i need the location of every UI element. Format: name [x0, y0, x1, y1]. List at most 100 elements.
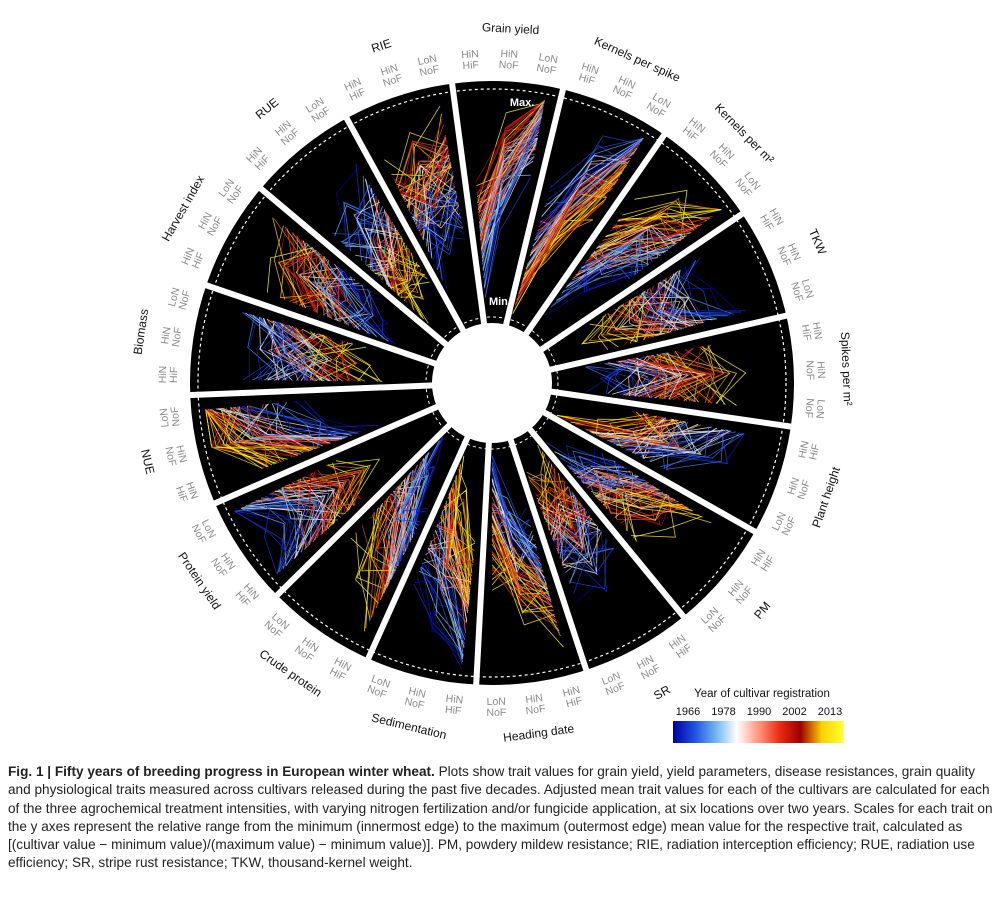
cultivar-line [635, 421, 686, 455]
cultivar-line [591, 430, 731, 451]
treatment-label: HiNHiF [757, 206, 786, 233]
treatment-label-line: LoN [417, 53, 438, 69]
cultivar-line [659, 273, 691, 327]
cultivar-line [543, 495, 593, 567]
axis-max-label: Max. [510, 97, 534, 109]
cultivar-line [614, 308, 650, 339]
cultivar-line [282, 255, 342, 323]
cultivar-line [415, 156, 450, 225]
cultivar-line [618, 360, 706, 396]
cultivar-line [366, 231, 399, 266]
cultivar-line [666, 421, 685, 471]
cultivar-line [234, 510, 286, 568]
treatment-label: HiNNoF [634, 653, 662, 683]
cultivar-lines [205, 99, 747, 670]
cultivar-line [428, 191, 460, 290]
cultivar-line [340, 269, 377, 337]
sector-separator [507, 437, 590, 673]
treatment-label: LoNNoF [216, 177, 246, 207]
cultivar-line [530, 166, 626, 253]
cultivar-line [598, 201, 721, 246]
cultivar-line [624, 488, 659, 541]
cultivar-line [383, 495, 399, 593]
cultivar-line [583, 448, 596, 484]
cultivar-line [531, 160, 630, 252]
sector-pm [545, 441, 712, 542]
cultivar-line [491, 480, 545, 578]
trait-label: SR [651, 682, 673, 702]
cultivar-line [295, 326, 336, 381]
cultivar-line [293, 253, 322, 312]
cultivar-line [641, 292, 679, 331]
cultivar-line [623, 288, 651, 346]
treatment-label: LoNNoF [699, 605, 729, 635]
treatment-label: LoNNoF [770, 510, 799, 538]
sector-separator [343, 115, 467, 334]
cultivar-line [642, 291, 718, 320]
cultivar-line [601, 316, 619, 348]
cultivar-line [279, 253, 322, 305]
cultivar-line [434, 209, 465, 269]
cultivar-line [573, 515, 591, 594]
treatment-label: HiNHiF [577, 61, 601, 88]
cultivar-line [574, 466, 624, 475]
cultivar-line [382, 471, 412, 580]
sector-separator [188, 382, 435, 399]
cultivar-line [205, 409, 279, 469]
cultivar-line [491, 514, 549, 595]
cultivar-line [384, 113, 442, 192]
cultivar-line [656, 354, 726, 405]
sector-separator [548, 388, 794, 430]
cultivar-line [323, 255, 370, 334]
cultivar-line [220, 407, 346, 438]
treatment-label: HiNHiF [561, 684, 584, 711]
cultivar-line [544, 501, 598, 576]
cultivar-line [540, 454, 545, 519]
cultivar-line [423, 558, 472, 583]
sector-separator [364, 434, 471, 662]
cultivar-line [409, 211, 461, 251]
cultivar-line [361, 496, 396, 572]
cultivar-line [430, 541, 464, 660]
cultivar-line [604, 489, 661, 507]
cultivar-line [610, 506, 687, 517]
cultivar-line [596, 433, 744, 453]
cultivar-line [391, 137, 447, 177]
cultivar-line [260, 317, 286, 381]
treatment-label: HiNHiF [179, 246, 207, 271]
trait-label: Heading date [502, 721, 575, 744]
cultivar-line [666, 352, 682, 400]
cultivar-line [416, 576, 464, 654]
cultivar-line [344, 222, 395, 246]
cultivar-line [294, 401, 367, 431]
cultivar-line [491, 529, 543, 572]
treatment-label-line: LoN [813, 399, 826, 419]
cultivar-line [583, 262, 642, 293]
treatment-label: LoNNoF [303, 95, 332, 125]
cultivar-line [327, 458, 381, 512]
cultivar-line [702, 346, 715, 403]
cultivar-line [519, 203, 604, 289]
cultivar-line [335, 167, 359, 249]
cultivar-line [427, 547, 469, 611]
treatment-label: HiNHiF [244, 145, 273, 174]
cultivar-line [316, 266, 339, 313]
cultivar-line [243, 405, 358, 434]
cultivar-line [649, 355, 712, 404]
treatment-label: LoNNoF [189, 517, 219, 545]
cultivar-line [609, 208, 669, 256]
cultivar-line [321, 334, 371, 382]
cultivar-line [565, 444, 625, 472]
cultivar-line [672, 349, 725, 400]
cultivar-line [447, 497, 470, 601]
legend-ticks: 1966 1978 1990 2002 2013 [676, 706, 842, 718]
cultivar-line [378, 507, 394, 587]
cultivar-line [205, 409, 318, 449]
cultivar-line [491, 567, 558, 627]
cultivar-line [365, 508, 378, 629]
cultivar-line [602, 227, 695, 241]
treatment-label-line: HiN [814, 361, 827, 379]
cultivar-line [658, 282, 698, 325]
cultivar-line [364, 227, 400, 290]
cultivar-line [556, 547, 614, 556]
